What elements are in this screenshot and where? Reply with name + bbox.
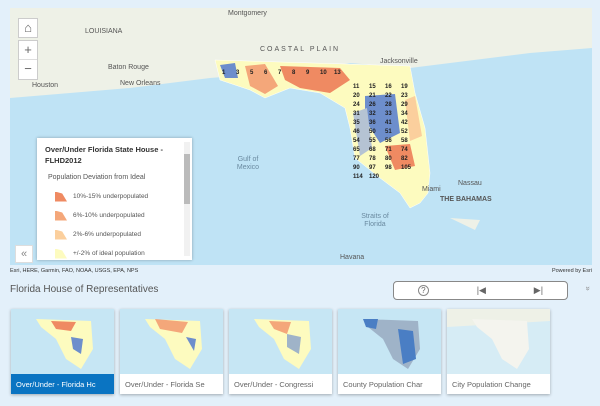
expand-chevron-icon[interactable]: » <box>583 286 593 291</box>
map-label: Nassau <box>458 180 482 187</box>
card-thumbnail <box>11 309 114 374</box>
zoom-out-button[interactable]: − <box>19 59 37 78</box>
district-label: 114 <box>353 174 363 180</box>
legend-item: 2%-6% underpopulated <box>45 225 178 244</box>
card-thumbnail <box>338 309 441 374</box>
district-label: 32 <box>369 111 376 117</box>
previous-button[interactable]: |◀ <box>476 285 486 295</box>
district-label: 90 <box>353 165 360 171</box>
card-county[interactable]: County Population Char <box>338 309 441 394</box>
district-label: 16 <box>385 84 392 90</box>
legend-item: 6%-10% underpopulated <box>45 206 178 225</box>
district-label: 34 <box>401 111 408 117</box>
district-label: 29 <box>401 102 408 108</box>
card-thumbnail <box>120 309 223 374</box>
district-label: 33 <box>385 111 392 117</box>
next-button[interactable]: ▶| <box>533 285 544 295</box>
map-label: New Orleans <box>120 80 161 87</box>
map-label: Houston <box>32 82 59 89</box>
district-label: 21 <box>369 93 376 99</box>
district-label: 31 <box>353 111 360 117</box>
map-basemap <box>10 8 592 230</box>
district-label: 80 <box>385 156 392 162</box>
district-label: 71 <box>385 147 392 153</box>
legend-item: +/-2% of ideal population <box>45 244 178 260</box>
legend-swatch <box>55 191 67 202</box>
district-label: 78 <box>369 156 376 162</box>
map-label: Gulf of Mexico <box>236 156 260 171</box>
home-button[interactable]: ⌂ <box>18 18 38 38</box>
legend-swatch <box>55 248 67 259</box>
district-label: 65 <box>353 147 360 153</box>
map-label: Miami <box>422 186 441 193</box>
legend-scrollbar[interactable] <box>184 142 190 256</box>
series-title: Florida House of Representatives <box>10 284 159 295</box>
map-label: LOUISIANA <box>85 28 123 35</box>
card-congress[interactable]: Over/Under - Congressi <box>229 309 332 394</box>
map-label: Havana <box>340 254 365 261</box>
district-label: 120 <box>369 174 380 180</box>
district-label: 22 <box>385 93 392 99</box>
card-thumbnail <box>447 309 550 374</box>
district-label: 1 <box>222 70 226 76</box>
map-label: Montgomery <box>228 10 267 17</box>
district-label: 58 <box>401 138 408 144</box>
map-label: COASTAL PLAIN <box>260 46 341 53</box>
legend-swatch <box>55 229 67 240</box>
district-label: 5 <box>250 70 254 76</box>
district-label: 105 <box>401 165 412 171</box>
legend-panel: Over/Under Florida State House - FLHD201… <box>37 138 192 260</box>
district-label: 10 <box>320 70 327 76</box>
district-label: 56 <box>385 138 392 144</box>
district-label: 35 <box>353 120 360 126</box>
district-label: 13 <box>334 70 341 76</box>
district-label: 11 <box>353 84 360 90</box>
map-label: Baton Rouge <box>108 64 149 71</box>
district-label: 9 <box>306 70 310 76</box>
district-label: 41 <box>385 120 392 126</box>
district-label: 50 <box>369 129 376 135</box>
map-label: Jacksonville <box>380 58 418 65</box>
district-label: 8 <box>292 70 296 76</box>
card-thumbnail <box>229 309 332 374</box>
map-label: THE BAHAMAS <box>440 196 492 203</box>
card-senate[interactable]: Over/Under - Florida Se <box>120 309 223 394</box>
district-label: 36 <box>369 120 376 126</box>
district-label: 24 <box>353 102 360 108</box>
district-label: 74 <box>401 147 408 153</box>
help-icon[interactable]: ? <box>417 285 429 296</box>
district-label: 51 <box>385 129 392 135</box>
district-label: 28 <box>385 102 392 108</box>
district-label: 26 <box>369 102 376 108</box>
district-label: 82 <box>401 156 408 162</box>
district-label: 19 <box>401 84 408 90</box>
map-label: Straits of Florida <box>361 213 389 228</box>
legend-subtitle: Population Deviation from Ideal <box>48 174 146 181</box>
zoom-in-button[interactable]: + <box>24 42 32 57</box>
district-label: 68 <box>369 147 376 153</box>
district-label: 6 <box>264 70 268 76</box>
district-label: 15 <box>369 84 376 90</box>
district-label: 7 <box>278 70 282 76</box>
legend-title: Over/Under Florida State House - FLHD201… <box>45 145 163 165</box>
district-label: 97 <box>369 165 376 171</box>
collapse-legend-button[interactable]: « <box>15 245 33 263</box>
district-label: 55 <box>369 138 376 144</box>
district-label: 52 <box>401 129 408 135</box>
district-label: 20 <box>353 93 360 99</box>
legend-swatch <box>55 210 67 221</box>
zoom-controls: + − <box>18 40 38 80</box>
district-label: 3 <box>236 70 240 76</box>
card-house[interactable]: Over/Under - Florida Hc <box>11 309 114 394</box>
district-label: 77 <box>353 156 360 162</box>
attribution: Esri, HERE, Garmin, FAO, NOAA, USGS, EPA… <box>10 268 592 274</box>
district-label: 98 <box>385 165 392 171</box>
legend-item: 10%-15% underpopulated <box>45 187 178 206</box>
district-label: 46 <box>353 129 360 135</box>
card-city[interactable]: City Population Change <box>447 309 550 394</box>
district-label: 42 <box>401 120 408 126</box>
series-nav: ? |◀ ▶| <box>393 281 568 300</box>
district-label: 54 <box>353 138 360 144</box>
district-label: 23 <box>401 93 408 99</box>
